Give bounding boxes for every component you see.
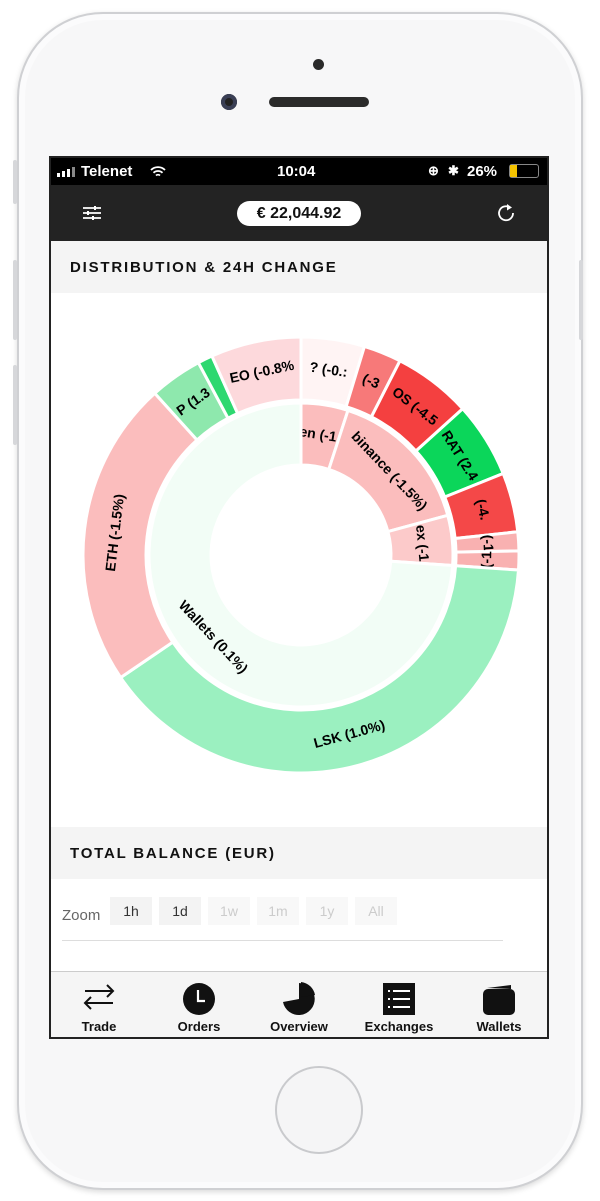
outer-segment[interactable] <box>209 335 303 416</box>
bluetooth-icon: ✱ <box>448 163 459 178</box>
nav-trade[interactable]: Trade <box>51 972 149 1037</box>
chart-axis-line <box>62 940 503 941</box>
outer-label: (-1 <box>480 534 497 552</box>
sliders-icon[interactable] <box>83 205 101 221</box>
nav-wallets[interactable]: Wallets <box>449 972 547 1037</box>
zoom-button-1w: 1w <box>208 897 250 925</box>
pie-chart-icon <box>283 982 315 1015</box>
outer-label: (-4. <box>473 497 494 521</box>
carrier: Telenet <box>81 163 133 180</box>
zoom-button-1h[interactable]: 1h <box>110 897 152 925</box>
power-button <box>579 260 583 340</box>
earpiece-speaker <box>269 97 369 107</box>
nav-overview[interactable]: Overview <box>249 972 349 1037</box>
zoom-button-1y: 1y <box>306 897 348 925</box>
battery-percent: 26% <box>467 163 498 180</box>
volume-down-button <box>13 365 17 445</box>
outer-label: (-3 <box>360 370 382 391</box>
inner-label: ex (-1 <box>413 524 433 562</box>
status-bar: Telenet 10:04 ⊕ ✱ 26% <box>51 158 547 185</box>
clock: 10:04 <box>277 163 316 180</box>
distribution-chart: en (-1. binance (-1.5%) ex (-1 Wallets (0.1… <box>51 293 547 827</box>
refresh-icon[interactable] <box>495 202 517 224</box>
sensor <box>313 59 324 70</box>
list-icon <box>383 983 415 1015</box>
total-balance-badge: € 22,044.92 <box>237 201 361 226</box>
app-screen: Telenet 10:04 ⊕ ✱ 26% € 22,044.92 DISTRI… <box>49 156 549 1039</box>
zoom-button-1d[interactable]: 1d <box>159 897 201 925</box>
zoom-controls: Zoom 1h 1d 1w 1m 1y All <box>51 879 547 971</box>
app-header: € 22,044.92 <box>51 185 547 241</box>
nav-exchanges[interactable]: Exchanges <box>349 972 449 1037</box>
outer-label: ? (-0.: <box>309 359 349 380</box>
bottom-nav: Trade Orders Overview Exchanges Wallets <box>51 971 547 1037</box>
inner-label: en (-1. <box>299 423 342 445</box>
home-button[interactable] <box>275 1066 363 1154</box>
battery-icon <box>509 164 539 178</box>
zoom-label: Zoom <box>62 907 101 924</box>
wallet-icon <box>483 985 515 1015</box>
front-camera <box>221 94 237 110</box>
clock-icon <box>183 983 215 1015</box>
nav-orders[interactable]: Orders <box>149 972 249 1037</box>
outer-label: (-1 <box>478 551 494 569</box>
wifi-icon <box>150 166 166 177</box>
outer-segment[interactable] <box>118 564 521 775</box>
inner-segment[interactable] <box>147 401 455 709</box>
signal-icon <box>57 167 75 177</box>
zoom-button-1m: 1m <box>257 897 299 925</box>
orientation-lock-icon: ⊕ <box>428 163 439 178</box>
volume-up-button <box>13 260 17 340</box>
balance-section-header: TOTAL BALANCE (EUR) <box>51 827 547 879</box>
arrows-exchange-icon <box>83 984 115 1010</box>
distribution-section-header: DISTRIBUTION & 24H CHANGE <box>51 241 547 293</box>
mute-switch <box>13 160 17 204</box>
zoom-button-all: All <box>355 897 397 925</box>
